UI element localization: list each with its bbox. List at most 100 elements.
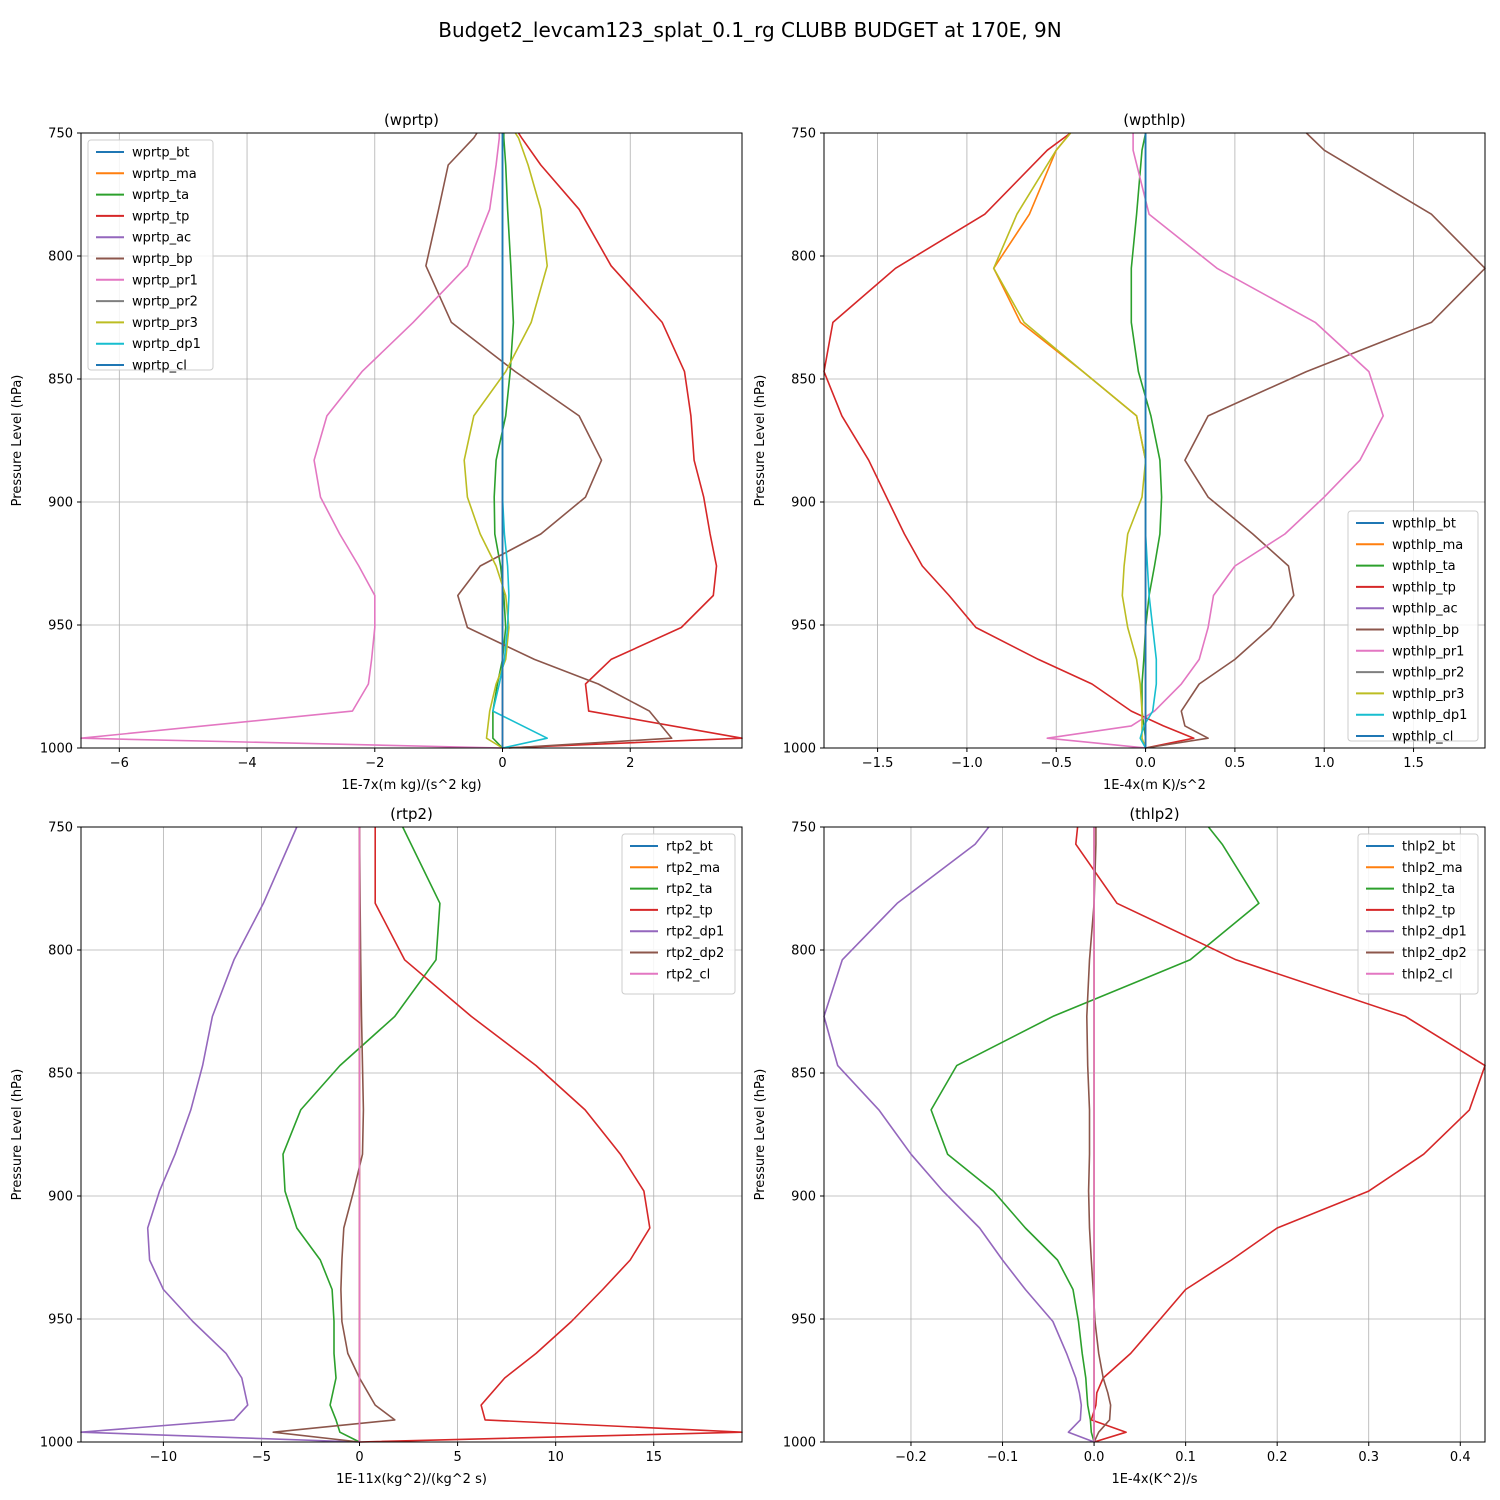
legend-entry: thlp2_cl — [1402, 967, 1453, 982]
x-tick-label: 1.0 — [1314, 756, 1335, 771]
legend: rtp2_bt rtp2_ma rtp2_ta rtp2_tp rtp2_dp1 rtp2… — [621, 833, 736, 995]
legend-entry: wprtp_dp1 — [132, 337, 201, 352]
figure-title: Budget2_levcam123_splat_0.1_rg CLUBB BUD… — [438, 18, 1061, 42]
x-tick-label: 0.2 — [1267, 1450, 1288, 1465]
legend-entry: wpthlp_pr1 — [1392, 644, 1464, 659]
x-tick-label: −0.5 — [1040, 756, 1072, 771]
legend-entry: wprtp_pr1 — [132, 273, 198, 288]
series-line-rtp2_dp1 — [80, 826, 360, 1443]
y-tick-label: 750 — [791, 127, 816, 142]
x-tick-label: 0 — [355, 1450, 363, 1465]
y-axis-label: Pressure Level (hPa) — [753, 375, 768, 507]
axes-frame — [823, 826, 1486, 1443]
x-axis-label: 1E-4x(m K)/s^2 — [1103, 778, 1206, 793]
x-tick-label: −0.2 — [895, 1450, 927, 1465]
y-axis-label: Pressure Level (hPa) — [10, 375, 25, 507]
chart-title: (thlp2) — [1129, 805, 1179, 823]
legend-entry: thlp2_dp1 — [1402, 925, 1467, 940]
x-tick-label: −1.5 — [862, 756, 894, 771]
y-tick-label: 850 — [48, 1067, 73, 1082]
series-line-rtp2_tp — [359, 827, 743, 1443]
x-tick-label: −2 — [365, 756, 384, 771]
y-tick-label: 850 — [791, 1067, 816, 1082]
y-tick-label: 950 — [48, 619, 73, 634]
chart-panel-4: −0.2 −0.1 0.0 0.1 0.2 0.3 0.4 750 800 850 900 950 10… — [753, 805, 1486, 1487]
legend-entry: wpthlp_bp — [1392, 623, 1459, 638]
x-tick-label: 0.5 — [1225, 756, 1246, 771]
series-line-wpthlp_pr3 — [992, 132, 1147, 749]
series-line-rtp2_ta — [282, 826, 441, 1443]
series-line-thlp2_tp — [1075, 826, 1486, 1443]
x-tick-label: 1.5 — [1403, 756, 1424, 771]
legend: wpthlp_bt wpthlp_ma wpthlp_ta wpthlp_tpwpth… — [1347, 510, 1479, 745]
legend-entry: wprtp_ta — [132, 188, 189, 203]
legend-box — [1347, 510, 1479, 742]
legend-entry: wprtp_ac — [132, 231, 191, 246]
legend-entry: wpthlp_bt — [1392, 517, 1456, 532]
series-line-rtp2_dp2 — [272, 826, 396, 1443]
legend-entry: thlp2_bt — [1402, 840, 1455, 855]
series-line-wprtp_ta — [492, 133, 515, 749]
x-tick-label: −1.0 — [951, 756, 983, 771]
legend-entry: rtp2_dp1 — [666, 925, 724, 940]
legend-entry: wpthlp_ac — [1392, 602, 1458, 617]
series-line-wpthlp_pr1 — [1046, 133, 1384, 749]
x-tick-label: 10 — [547, 1450, 564, 1465]
chart-title: (wpthlp) — [1123, 111, 1186, 129]
y-tick-label: 750 — [48, 127, 73, 142]
legend-entry: rtp2_ma — [666, 861, 720, 876]
axes-frame — [80, 826, 743, 1443]
legend-entry: rtp2_tp — [666, 903, 713, 918]
y-tick-label: 900 — [48, 496, 73, 511]
x-tick-label: −4 — [237, 756, 256, 771]
y-tick-label: 750 — [48, 821, 73, 836]
x-tick-label: −5 — [252, 1450, 271, 1465]
legend-entry: wprtp_pr2 — [132, 295, 198, 310]
x-axis-label: 1E-11x(kg^2)/(kg^2 s) — [336, 1472, 487, 1487]
legend-entry: wprtp_tp — [132, 209, 189, 224]
x-tick-label: 0.1 — [1175, 1450, 1196, 1465]
y-tick-label: 900 — [48, 1190, 73, 1205]
axes-frame — [80, 132, 743, 749]
x-axis-label: 1E-4x(K^2)/s — [1111, 1472, 1197, 1487]
y-tick-label: 850 — [791, 373, 816, 388]
x-tick-label: 0.4 — [1450, 1450, 1471, 1465]
series-line-thlp2_dp2 — [1086, 827, 1112, 1443]
chart-title: (rtp2) — [390, 805, 433, 823]
legend-entry: wpthlp_pr2 — [1392, 666, 1464, 681]
legend-entry: rtp2_ta — [666, 882, 713, 897]
x-tick-label: 2 — [626, 756, 634, 771]
y-tick-label: 800 — [791, 250, 816, 265]
legend-entry: wpthlp_pr3 — [1392, 687, 1464, 702]
legend: thlp2_bt thlp2_ma thlp2_ta thlp2_tp thlp2_dp… — [1357, 833, 1479, 995]
y-tick-label: 850 — [48, 373, 73, 388]
legend-entry: wprtp_cl — [132, 359, 187, 374]
axes-frame — [823, 132, 1486, 749]
legend-entry: wpthlp_dp1 — [1392, 708, 1467, 723]
chart-panel-3: −10 −5 0 5 10 15 750 800 850 900 950 1000 (rtp2) 1E-1… — [10, 805, 743, 1487]
y-axis-label: Pressure Level (hPa) — [10, 1069, 25, 1201]
x-tick-label: 0.0 — [1135, 756, 1156, 771]
x-tick-label: −10 — [150, 1450, 177, 1465]
series-line-wpthlp_tp — [823, 132, 1195, 749]
x-tick-label: −0.1 — [987, 1450, 1019, 1465]
series-line-wpthlp_dp1 — [1139, 133, 1158, 749]
legend-box — [1357, 833, 1479, 995]
chart-panel-2: −1.5 −1.0 −0.5 0.0 0.5 1.0 1.5 750 800 850 900 950 1… — [753, 111, 1486, 793]
legend-entry: wpthlp_ta — [1392, 559, 1456, 574]
x-tick-label: 5 — [453, 1450, 461, 1465]
series-line-wprtp_bp — [425, 132, 673, 749]
y-tick-label: 750 — [791, 821, 816, 836]
y-tick-label: 1000 — [783, 1436, 816, 1451]
x-tick-label: 15 — [645, 1450, 662, 1465]
chart-title: (wprtp) — [384, 111, 439, 129]
x-tick-label: −6 — [110, 756, 129, 771]
y-tick-label: 900 — [791, 1190, 816, 1205]
legend-box — [621, 833, 736, 995]
y-axis-label: Pressure Level (hPa) — [753, 1069, 768, 1201]
legend-entry: wpthlp_cl — [1392, 730, 1453, 745]
legend-entry: rtp2_dp2 — [666, 946, 724, 961]
chart-panel-1: −6 −4 −2 0 2 750 800 850 900 950 1000 (wprtp) 1E-7x(… — [10, 111, 743, 793]
legend-entry: wprtp_bt — [132, 146, 189, 161]
